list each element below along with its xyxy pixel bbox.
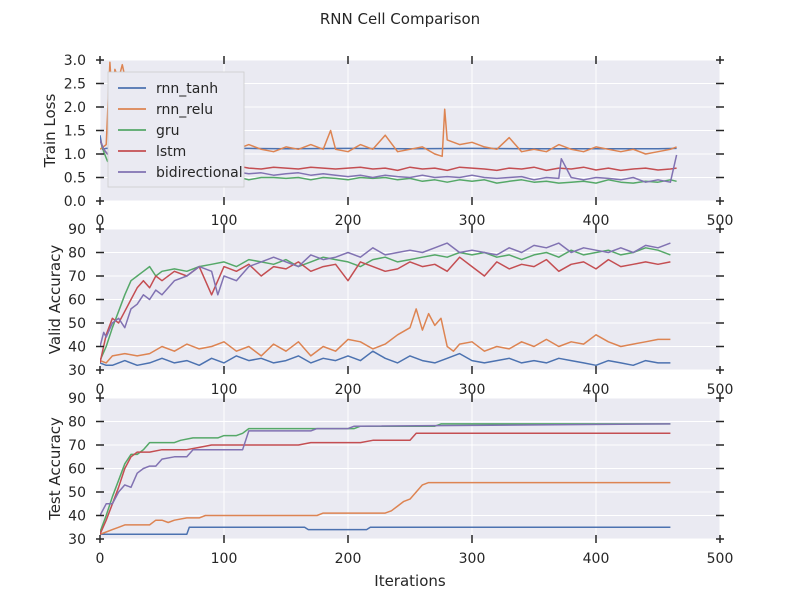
y-tick-label: 40 bbox=[68, 340, 86, 356]
series-line-rnn_tanh bbox=[100, 526, 671, 536]
y-tick-label: 70 bbox=[68, 269, 86, 285]
series-line-gru bbox=[100, 247, 671, 361]
x-tick-label: 400 bbox=[583, 551, 610, 567]
x-tick-label: 200 bbox=[335, 213, 362, 229]
legend-label-rnn_tanh: rnn_tanh bbox=[156, 81, 218, 97]
y-tick-label: 2.0 bbox=[64, 100, 86, 116]
series-line-bidirectional bbox=[100, 242, 671, 347]
x-tick-label: 100 bbox=[211, 382, 238, 398]
y-tick-label: 2.5 bbox=[64, 77, 86, 93]
y-tick-label: 60 bbox=[68, 293, 86, 309]
y-tick-label: 3.0 bbox=[64, 53, 86, 69]
x-tick-label: 0 bbox=[96, 382, 105, 398]
x-axis-label: Iterations bbox=[374, 572, 446, 590]
x-tick-label: 400 bbox=[583, 213, 610, 229]
y-tick-label: 30 bbox=[68, 363, 86, 379]
x-tick-label: 100 bbox=[211, 551, 238, 567]
x-tick-label: 300 bbox=[459, 382, 486, 398]
x-tick-label: 300 bbox=[459, 213, 486, 229]
x-tick-label: 500 bbox=[707, 382, 734, 398]
legend-label-lstm: lstm bbox=[156, 144, 186, 160]
y-axis-label: Test Accuracy bbox=[46, 417, 64, 521]
y-tick-label: 80 bbox=[68, 415, 86, 431]
x-tick-label: 0 bbox=[96, 551, 105, 567]
x-tick-label: 400 bbox=[583, 382, 610, 398]
series-group bbox=[100, 242, 671, 367]
y-tick-label: 50 bbox=[68, 485, 86, 501]
legend-label-gru: gru bbox=[156, 123, 180, 139]
y-axis-label: Train Loss bbox=[41, 93, 59, 168]
x-tick-label: 500 bbox=[707, 551, 734, 567]
y-tick-label: 50 bbox=[68, 316, 86, 332]
y-tick-label: 80 bbox=[68, 246, 86, 262]
y-axis-label: Valid Accuracy bbox=[46, 245, 64, 355]
y-tick-label: 1.5 bbox=[64, 124, 86, 140]
series-line-lstm bbox=[100, 432, 671, 535]
y-tick-label: 0.5 bbox=[64, 171, 86, 187]
series-line-rnn_relu bbox=[100, 308, 671, 364]
y-tick-label: 40 bbox=[68, 509, 86, 525]
legend-label-rnn_relu: rnn_relu bbox=[156, 102, 213, 118]
y-tick-label: 60 bbox=[68, 462, 86, 478]
series-group bbox=[100, 423, 671, 536]
x-tick-label: 100 bbox=[211, 213, 238, 229]
y-tick-label: 30 bbox=[68, 532, 86, 548]
x-tick-label: 300 bbox=[459, 551, 486, 567]
series-line-lstm bbox=[100, 256, 671, 364]
y-tick-label: 0.0 bbox=[64, 194, 86, 210]
x-tick-label: 500 bbox=[707, 213, 734, 229]
series-line-rnn_tanh bbox=[100, 350, 671, 367]
y-tick-label: 70 bbox=[68, 438, 86, 454]
legend-label-bidirectional: bidirectional bbox=[156, 165, 243, 181]
y-tick-label: 90 bbox=[68, 222, 86, 238]
x-tick-label: 0 bbox=[96, 213, 105, 229]
series-line-rnn_relu bbox=[100, 481, 671, 536]
y-tick-label: 90 bbox=[68, 391, 86, 407]
x-tick-label: 200 bbox=[335, 382, 362, 398]
figure-title: RNN Cell Comparison bbox=[320, 10, 480, 28]
series-line-bidirectional bbox=[100, 423, 671, 516]
x-tick-label: 200 bbox=[335, 551, 362, 567]
y-tick-label: 1.0 bbox=[64, 147, 86, 163]
series-line-gru bbox=[100, 423, 671, 533]
